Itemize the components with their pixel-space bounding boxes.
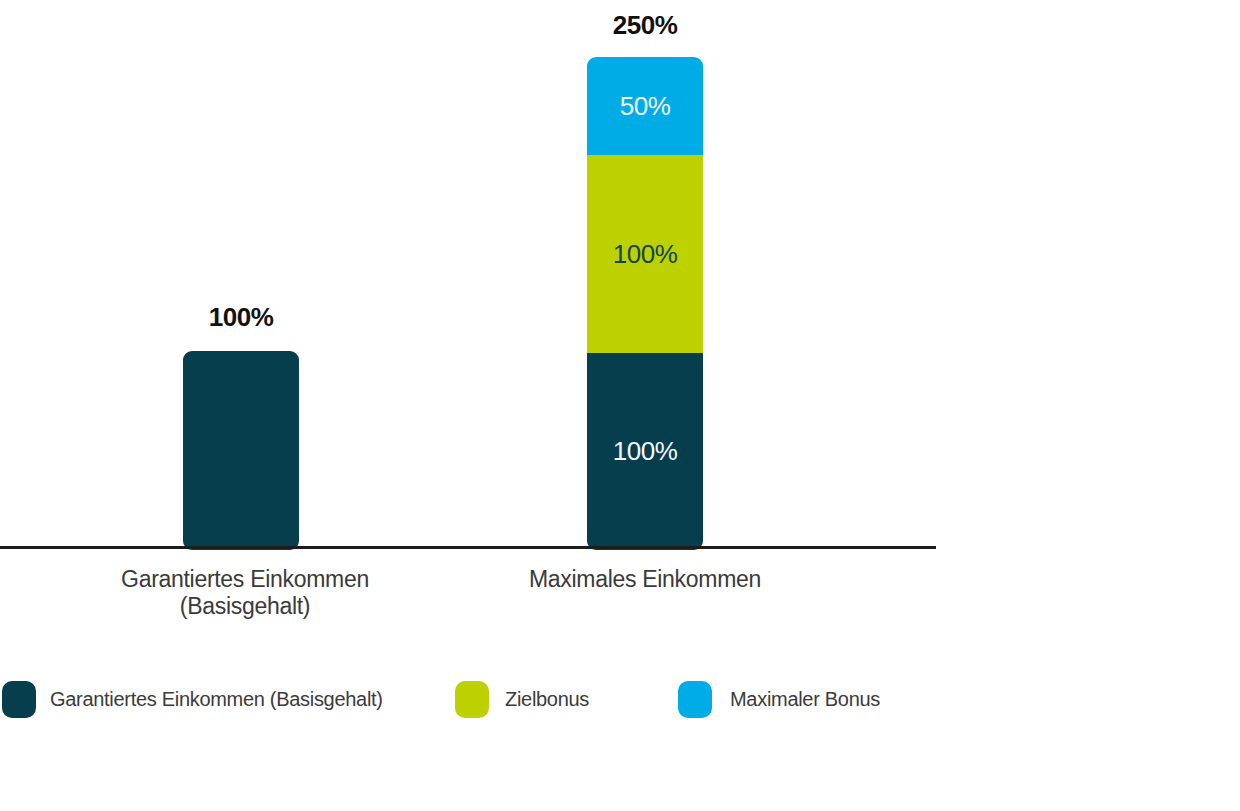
bar2-segment-basisgehalt: 100%: [587, 353, 703, 550]
bar2-total-label: 250%: [587, 10, 703, 41]
stacked-bar-chart: 100% 250% 50% 100% 100% Garantiertes Ein…: [0, 0, 1240, 811]
category-line-1: Maximales Einkommen: [485, 566, 805, 593]
legend-swatch-basisgehalt: [2, 681, 36, 718]
legend-label-basisgehalt: Garantiertes Einkommen (Basisgehalt): [50, 681, 383, 718]
legend-swatch-zielbonus: [455, 681, 489, 718]
legend-swatch-maximaler-bonus: [678, 681, 712, 718]
legend-label-zielbonus: Zielbonus: [505, 681, 589, 718]
bar1-total-label: 100%: [183, 302, 299, 333]
bar2-basisgehalt-value-label: 100%: [613, 436, 678, 467]
category-line-2: (Basisgehalt): [85, 593, 405, 620]
x-axis-label-maximales-einkommen: Maximales Einkommen: [485, 566, 805, 593]
bar2-maximaler-bonus-value-label: 50%: [620, 91, 671, 122]
bar2-zielbonus-value-label: 100%: [613, 239, 678, 270]
x-axis-label-garantiertes-einkommen: Garantiertes Einkommen (Basisgehalt): [85, 566, 405, 620]
legend-label-maximaler-bonus: Maximaler Bonus: [730, 681, 880, 718]
bar2-segment-zielbonus: 100%: [587, 155, 703, 353]
x-axis-line: [0, 546, 936, 549]
bar2-segment-maximaler-bonus: 50%: [587, 57, 703, 155]
category-line-1: Garantiertes Einkommen: [85, 566, 405, 593]
bar1-segment-basisgehalt: [183, 351, 299, 550]
